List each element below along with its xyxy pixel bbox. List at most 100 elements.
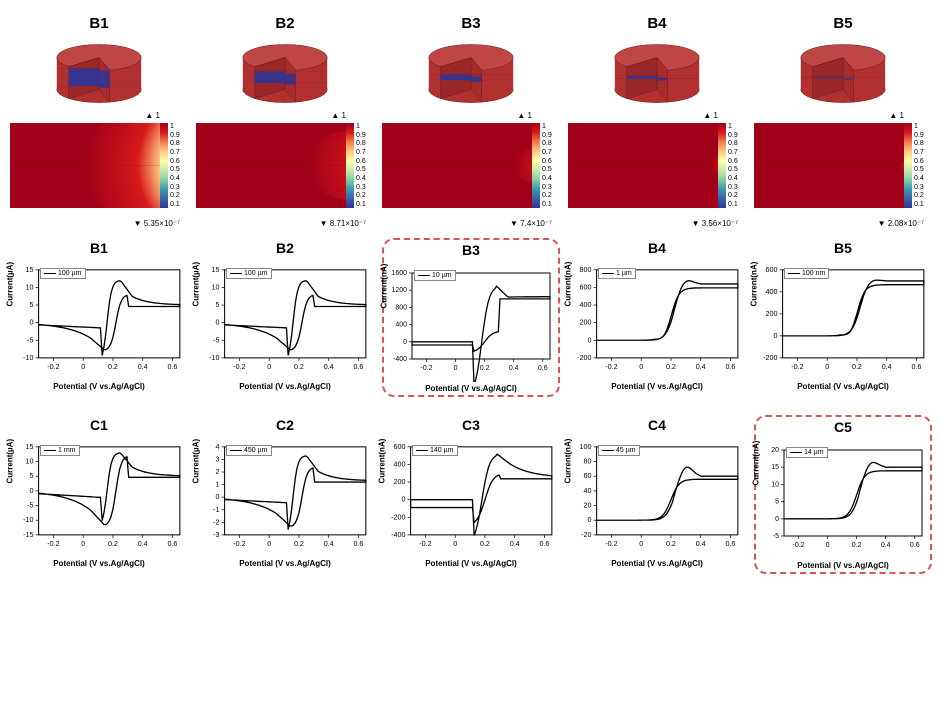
heatmap-2: ▲ 1 xyxy=(196,115,374,220)
title-b5: B5 xyxy=(754,15,932,32)
svg-text:0.4: 0.4 xyxy=(510,540,520,548)
cv-title: C3 xyxy=(384,417,558,433)
legend: 14 µm xyxy=(786,447,828,458)
svg-text:20: 20 xyxy=(584,502,592,510)
y-axis-label: Current(nA) xyxy=(752,441,761,486)
svg-text:0: 0 xyxy=(639,540,643,548)
heatmap-3: ▲ 1 xyxy=(382,115,560,220)
svg-text:1200: 1200 xyxy=(391,287,407,294)
legend: 100 µm xyxy=(226,268,272,279)
cv-panel-b5: B5 Current(nA) -0.200.20.40.6-2000200400… xyxy=(754,238,932,397)
svg-text:200: 200 xyxy=(580,319,592,327)
svg-text:200: 200 xyxy=(394,478,406,486)
cv-title: B2 xyxy=(198,240,372,256)
y-axis-label: Current(nA) xyxy=(380,264,389,309)
cv-panel-c3: C3 Current(nA) -0.200.20.40.6-400-200020… xyxy=(382,415,560,574)
svg-text:0.4: 0.4 xyxy=(138,363,148,371)
svg-text:0: 0 xyxy=(403,339,407,346)
svg-text:-0.2: -0.2 xyxy=(47,540,59,548)
svg-text:0.2: 0.2 xyxy=(294,540,304,548)
svg-text:0.4: 0.4 xyxy=(696,363,706,371)
x-axis-label: Potential (V vs.Ag/AgCl) xyxy=(384,559,558,568)
svg-text:-5: -5 xyxy=(27,336,33,344)
svg-text:0: 0 xyxy=(30,487,34,495)
svg-text:-1: -1 xyxy=(213,506,219,514)
x-axis-label: Potential (V vs.Ag/AgCl) xyxy=(198,382,372,391)
svg-text:0.4: 0.4 xyxy=(882,363,892,371)
svg-text:20: 20 xyxy=(771,447,779,454)
svg-text:-0.2: -0.2 xyxy=(605,363,617,371)
svg-text:15: 15 xyxy=(26,443,34,451)
heatmap-min-label: ▼ 3.56×10⁻⁷ xyxy=(692,219,738,228)
svg-text:1600: 1600 xyxy=(391,270,407,277)
legend: 1 mm xyxy=(40,445,80,456)
svg-text:0: 0 xyxy=(267,540,271,548)
svg-text:800: 800 xyxy=(395,304,407,311)
svg-text:-400: -400 xyxy=(393,356,407,363)
svg-text:0.6: 0.6 xyxy=(353,540,363,548)
cv-title: B1 xyxy=(12,240,186,256)
svg-text:600: 600 xyxy=(580,283,592,291)
heatmap-max-label: ▲ 1 xyxy=(517,111,532,120)
svg-text:-0.2: -0.2 xyxy=(233,363,245,371)
svg-text:0: 0 xyxy=(30,319,34,327)
legend: 450 µm xyxy=(226,445,272,456)
svg-text:0.4: 0.4 xyxy=(509,365,519,372)
heatmap-1: ▲ 1 xyxy=(10,115,188,220)
title-b1: B1 xyxy=(10,15,188,32)
svg-text:2: 2 xyxy=(216,468,220,476)
cylinder-3d-3 xyxy=(382,36,560,111)
svg-text:-200: -200 xyxy=(577,354,591,362)
legend: 100 nm xyxy=(784,268,829,279)
svg-text:0.2: 0.2 xyxy=(108,363,118,371)
svg-text:400: 400 xyxy=(395,322,407,329)
legend: 10 µm xyxy=(414,270,456,281)
cv-title: B3 xyxy=(386,242,556,258)
svg-text:400: 400 xyxy=(766,288,778,296)
svg-text:0.2: 0.2 xyxy=(108,540,118,548)
cylinder-3d-5 xyxy=(754,36,932,111)
svg-text:400: 400 xyxy=(580,301,592,309)
row-3d-cylinders xyxy=(10,36,932,111)
svg-text:80: 80 xyxy=(584,458,592,466)
y-axis-label: Current(nA) xyxy=(564,439,573,484)
svg-text:0.6: 0.6 xyxy=(538,365,548,372)
row-cv-c: C1 Current(µA) -0.200.20.40.6-15-10-5051… xyxy=(10,415,932,574)
y-axis-label: Current(nA) xyxy=(750,262,759,307)
x-axis-label: Potential (V vs.Ag/AgCl) xyxy=(758,561,928,570)
title-b2: B2 xyxy=(196,15,374,32)
cv-title: C1 xyxy=(12,417,186,433)
svg-text:-0.2: -0.2 xyxy=(420,365,432,372)
svg-text:-5: -5 xyxy=(27,502,33,510)
svg-text:0: 0 xyxy=(774,332,778,340)
cv-title: B4 xyxy=(570,240,744,256)
x-axis-label: Potential (V vs.Ag/AgCl) xyxy=(198,559,372,568)
svg-text:10: 10 xyxy=(212,283,220,291)
cv-panel-c5: C5 Current(nA) -0.200.20.40.6-505101520 … xyxy=(754,415,932,574)
svg-text:0.2: 0.2 xyxy=(852,542,862,549)
svg-text:-0.2: -0.2 xyxy=(47,363,59,371)
svg-text:0.6: 0.6 xyxy=(539,540,549,548)
svg-text:800: 800 xyxy=(580,266,592,274)
svg-text:0: 0 xyxy=(588,336,592,344)
cylinder-3d-1 xyxy=(10,36,188,111)
row-heatmaps: ▲ 1 xyxy=(10,111,932,220)
heatmap-min-label: ▼ 8.71×10⁻⁷ xyxy=(320,219,366,228)
cv-title: C4 xyxy=(570,417,744,433)
legend: 140 µm xyxy=(412,445,458,456)
heatmap-min-label: ▼ 7.4×10⁻⁷ xyxy=(510,219,552,228)
svg-text:0.4: 0.4 xyxy=(138,540,148,548)
svg-text:-200: -200 xyxy=(763,354,777,362)
legend: 45 µm xyxy=(598,445,640,456)
svg-text:0.4: 0.4 xyxy=(696,540,706,548)
svg-text:-200: -200 xyxy=(391,513,405,521)
svg-text:400: 400 xyxy=(394,460,406,468)
svg-text:-0.2: -0.2 xyxy=(419,540,431,548)
svg-text:15: 15 xyxy=(771,464,779,471)
svg-text:-0.2: -0.2 xyxy=(233,540,245,548)
svg-text:0: 0 xyxy=(216,493,220,501)
svg-text:600: 600 xyxy=(394,443,406,451)
svg-text:200: 200 xyxy=(766,310,778,318)
x-axis-label: Potential (V vs.Ag/AgCl) xyxy=(570,382,744,391)
x-axis-label: Potential (V vs.Ag/AgCl) xyxy=(12,382,186,391)
